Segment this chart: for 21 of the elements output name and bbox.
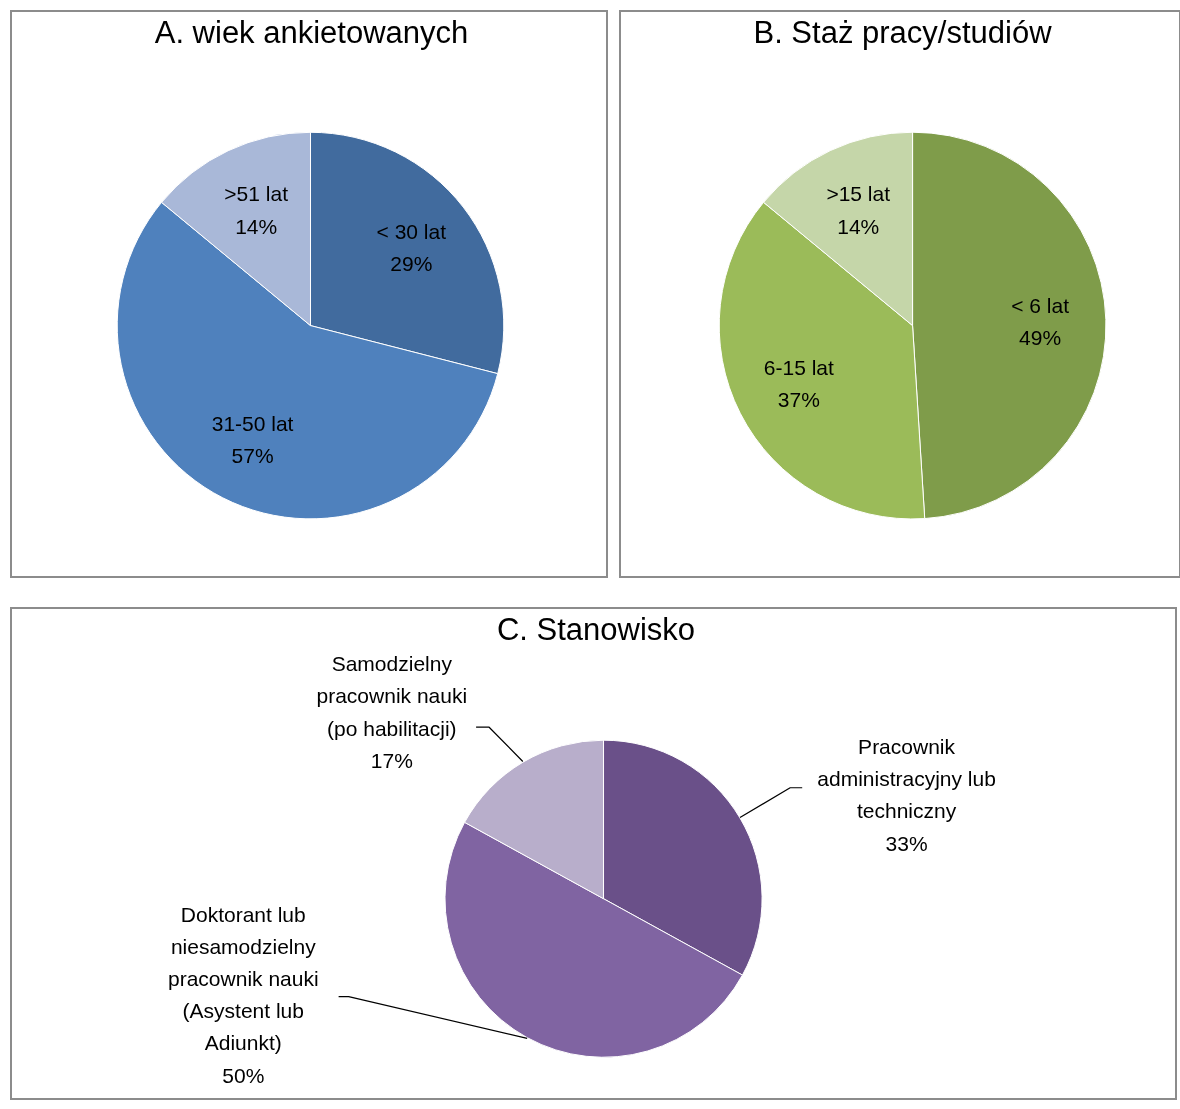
chart-title: B. Staż pracy/studiów xyxy=(753,14,1053,50)
slice-label: Doktorant lub niesamodzielny pracownik nauki (Asystent lub Adiunkt) xyxy=(168,902,319,1055)
chart-title: C. Stanowisko xyxy=(496,611,696,647)
chart-title: A. wiek ankietowanych xyxy=(154,14,469,50)
slice-label: Pracownik administracyjny lub techniczny xyxy=(817,735,996,823)
data-label: 17% xyxy=(370,748,413,772)
data-label: 14% xyxy=(235,214,278,238)
slice-label: >51 lat xyxy=(224,182,289,206)
data-label: 33% xyxy=(885,831,928,855)
data-label: 49% xyxy=(1019,326,1062,350)
slice-label: >15 lat xyxy=(826,182,891,206)
data-label: 50% xyxy=(222,1063,265,1087)
slice-label: 6-15 lat xyxy=(763,355,835,379)
slice-label: < 30 lat xyxy=(376,219,447,243)
data-label: 14% xyxy=(837,214,880,238)
data-label: 37% xyxy=(777,388,820,412)
data-label: 57% xyxy=(231,443,274,467)
slice-label: 31-50 lat xyxy=(211,411,294,435)
data-label: 29% xyxy=(390,251,433,275)
slice-label: Samodzielny pracownik nauki (po habilitacji) xyxy=(316,652,468,740)
slice-label: < 6 lat xyxy=(1011,293,1070,317)
